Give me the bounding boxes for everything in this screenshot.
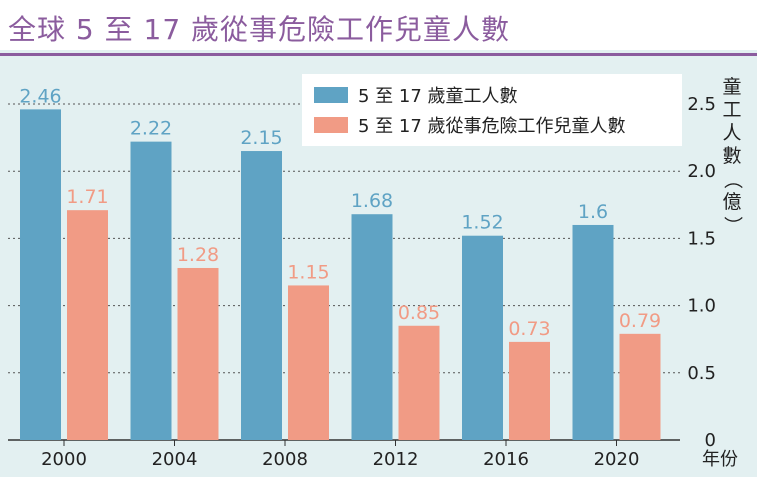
legend-swatch-series-1 <box>314 87 348 103</box>
y-axis-label: 童工人數（億） <box>721 76 744 235</box>
bar <box>177 267 219 440</box>
x-tick-label: 2020 <box>594 449 640 470</box>
legend-item-series-2: 5 至 17 歲從事危險工作兒童人數 <box>314 112 626 138</box>
legend: 5 至 17 歲童工人數 5 至 17 歲從事危險工作兒童人數 <box>302 74 682 146</box>
x-tick-label: 2016 <box>483 449 529 470</box>
data-label: 0.79 <box>619 310 661 332</box>
title-bar: 全球 5 至 17 歲從事危險工作兒童人數 <box>0 0 757 50</box>
y-tick-label: 1.0 <box>687 296 716 317</box>
bar <box>20 109 61 440</box>
data-label: 1.68 <box>351 190 393 212</box>
bar <box>130 141 172 440</box>
data-label: 2.22 <box>130 118 172 140</box>
x-tick-label: 2004 <box>152 449 198 470</box>
data-label: 0.85 <box>398 302 440 324</box>
x-axis-label: 年份 <box>702 449 738 470</box>
bar <box>241 151 282 441</box>
data-label: 1.15 <box>287 261 329 283</box>
legend-label-series-2: 5 至 17 歲從事危險工作兒童人數 <box>358 116 626 137</box>
y-tick-label: 2.5 <box>687 94 716 115</box>
title-underline <box>0 53 757 56</box>
bar <box>462 235 503 440</box>
x-tick-label: 2000 <box>41 449 87 470</box>
y-tick-label: 1.5 <box>687 228 716 249</box>
data-label: 1.6 <box>578 201 608 223</box>
y-tick-label: 0 <box>705 430 716 451</box>
legend-item-series-1: 5 至 17 歲童工人數 <box>314 82 518 108</box>
x-tick-label: 2008 <box>262 449 308 470</box>
y-tick-label: 2.0 <box>687 161 716 182</box>
chart-title: 全球 5 至 17 歲從事危險工作兒童人數 <box>8 13 511 46</box>
bar <box>509 341 550 440</box>
data-label: 1.71 <box>66 186 108 208</box>
legend-swatch-series-2 <box>314 117 348 133</box>
y-tick-label: 0.5 <box>687 363 716 384</box>
bar <box>67 210 108 440</box>
bar <box>619 333 661 440</box>
bar <box>351 214 393 440</box>
x-tick-label: 2012 <box>373 449 419 470</box>
bar <box>572 224 614 440</box>
data-label: 2.15 <box>240 127 282 149</box>
bar <box>398 325 440 440</box>
data-label: 1.52 <box>461 212 503 234</box>
data-label: 1.28 <box>177 244 219 266</box>
data-label: 2.46 <box>19 85 61 107</box>
data-label: 0.73 <box>508 318 550 340</box>
bar <box>288 285 329 440</box>
legend-label-series-1: 5 至 17 歲童工人數 <box>358 86 518 107</box>
